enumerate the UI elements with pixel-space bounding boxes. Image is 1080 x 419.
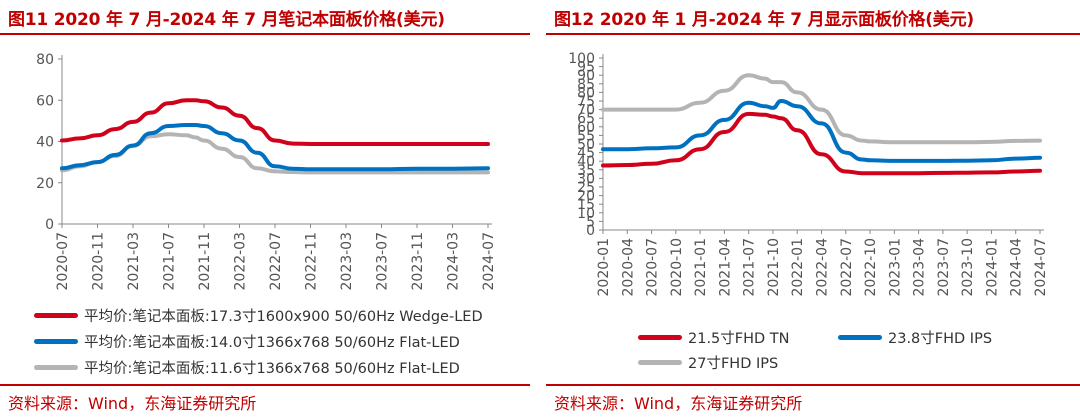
y-tick-label: 20 (577, 189, 595, 205)
y-tick-label: 60 (577, 120, 595, 136)
y-tick-label: 15 (577, 197, 595, 213)
y-tick-label: 80 (577, 85, 595, 101)
x-tick-label: 2024-07 (481, 232, 497, 291)
left-chart-title: 图11 2020 年 7 月-2024 年 7 月笔记本面板价格(美元) (8, 10, 445, 30)
legend-item: 平均价:笔记本面板:17.3寸1600x900 50/60Hz Wedge-LE… (34, 305, 483, 326)
right-chart-panel: 图12 2020 年 1 月-2024 年 7 月显示面板价格(美元) 0 5 10… (546, 0, 1080, 419)
left-chart-panel: 图11 2020 年 7 月-2024 年 7 月笔记本面板价格(美元) 0 20… (0, 0, 530, 419)
legend-item: 平均价:笔记本面板:14.0寸1366x768 50/60Hz Flat-LED (34, 331, 460, 352)
y-tick-label: 95 (577, 60, 595, 76)
x-tick-label: 2022-10 (863, 238, 879, 297)
legend-swatch (838, 335, 882, 340)
x-tick-label: 2022-07 (839, 238, 855, 297)
x-tick-label: 2023-03 (339, 232, 355, 291)
x-tick-label: 2020-10 (669, 238, 685, 297)
legend-label: 平均价:笔记本面板:14.0寸1366x768 50/60Hz Flat-LED (84, 335, 460, 351)
x-tick-label: 2020-01 (596, 238, 612, 297)
right-line-chart: 0510152025303540455055606570758085909510… (568, 51, 1049, 297)
legend-swatch (34, 365, 78, 370)
y-tick-label: 30 (577, 171, 595, 187)
series-line-2 (601, 99, 1042, 163)
x-tick-label: 2021-07 (742, 238, 758, 296)
legend-label: 27寸FHD IPS (688, 356, 779, 372)
x-tick-label: 2021-03 (126, 232, 142, 291)
legend-item: 平均价:笔记本面板:11.6寸1366x768 50/60Hz Flat-LED (34, 357, 460, 378)
y-tick-label: 75 (577, 94, 595, 110)
y-tick-label: 40 (36, 135, 54, 151)
x-tick-label: 2024-07 (1033, 238, 1049, 297)
series-line-3 (601, 73, 1042, 145)
y-tick-label: 50 (577, 137, 595, 153)
x-tick-label: 2023-11 (410, 232, 426, 291)
left-line-chart: 0 20 40 60 80 2020-07 2020-11 2021-03 2021-07 202… (36, 52, 497, 291)
x-tick-label: 2024-01 (984, 238, 1000, 297)
x-tick-label: 2023-07 (375, 232, 391, 291)
x-tick-label: 2022-03 (233, 232, 249, 291)
legend-label: 23.8寸FHD IPS (888, 331, 993, 347)
x-tick-label: 2020-04 (620, 238, 636, 297)
legend-label: 21.5寸FHD TN (688, 331, 790, 347)
right-chart-source: 资料来源：Wind，东海证券研究所 (554, 394, 803, 413)
y-tick-label: 5 (586, 214, 595, 230)
x-tick-label: 2021-07 (162, 232, 178, 291)
legend-swatch (34, 313, 78, 318)
x-tick-label: 2022-04 (815, 238, 831, 297)
x-tick-label: 2022-11 (304, 232, 320, 291)
y-tick-label: 0 (586, 223, 595, 239)
x-tick-label: 2021-04 (717, 238, 733, 297)
legend-swatch (638, 335, 682, 340)
x-tick-label: 2023-04 (912, 238, 928, 297)
y-tick-label: 10 (577, 206, 595, 222)
y-tick-label: 85 (577, 77, 595, 93)
x-tick-label: 2022-07 (268, 232, 284, 291)
series-line-1 (60, 98, 490, 146)
x-tick-label: 2024-04 (1009, 238, 1025, 297)
legend-label: 平均价:笔记本面板:11.6寸1366x768 50/60Hz Flat-LED (84, 361, 460, 377)
x-tick-label: 2024-03 (446, 232, 462, 291)
y-tick-label: 100 (568, 51, 595, 67)
right-source-rule (546, 384, 1080, 386)
y-tick-label: 40 (577, 154, 595, 170)
x-tick-label: 2023-10 (960, 238, 976, 297)
legend-item: 27寸FHD IPS (638, 352, 778, 373)
legend-swatch (638, 360, 682, 365)
left-source-rule (0, 384, 530, 386)
legend-swatch (34, 339, 78, 344)
y-tick-label: 60 (36, 93, 54, 109)
y-tick-label: 55 (577, 128, 595, 144)
legend-item: 21.5寸FHD TN (638, 327, 790, 348)
legend-label: 平均价:笔记本面板:17.3寸1600x900 50/60Hz Wedge-LE… (84, 309, 483, 325)
x-tick-label: 2023-01 (887, 238, 903, 297)
y-tick-label: 25 (577, 180, 595, 196)
right-chart-title: 图12 2020 年 1 月-2024 年 7 月显示面板价格(美元) (554, 10, 974, 30)
x-tick-label: 2023-07 (936, 238, 952, 297)
y-tick-label: 70 (577, 103, 595, 119)
x-tick-label: 2020-07 (55, 232, 71, 291)
y-tick-label: 80 (36, 52, 54, 68)
legend-item: 23.8寸FHD IPS (838, 327, 992, 348)
x-tick-label: 2022-01 (790, 238, 806, 297)
x-tick-label: 2021-10 (766, 238, 782, 296)
left-chart-source: 资料来源：Wind，东海证券研究所 (8, 394, 257, 413)
right-title-rule (546, 33, 1080, 35)
series-line-2 (60, 123, 490, 172)
x-tick-label: 2021-01 (693, 238, 709, 297)
left-title-rule (0, 33, 530, 35)
y-tick-label: 20 (36, 176, 54, 192)
x-tick-label: 2021-11 (197, 232, 213, 291)
x-tick-label: 2020-07 (645, 238, 661, 297)
y-tick-label: 90 (577, 68, 595, 84)
y-tick-label: 65 (577, 111, 595, 127)
y-tick-label: 45 (577, 146, 595, 162)
series-line-1 (601, 111, 1042, 176)
y-tick-label: 35 (577, 163, 595, 179)
x-tick-label: 2020-11 (91, 232, 107, 291)
y-tick-label: 0 (45, 217, 54, 233)
